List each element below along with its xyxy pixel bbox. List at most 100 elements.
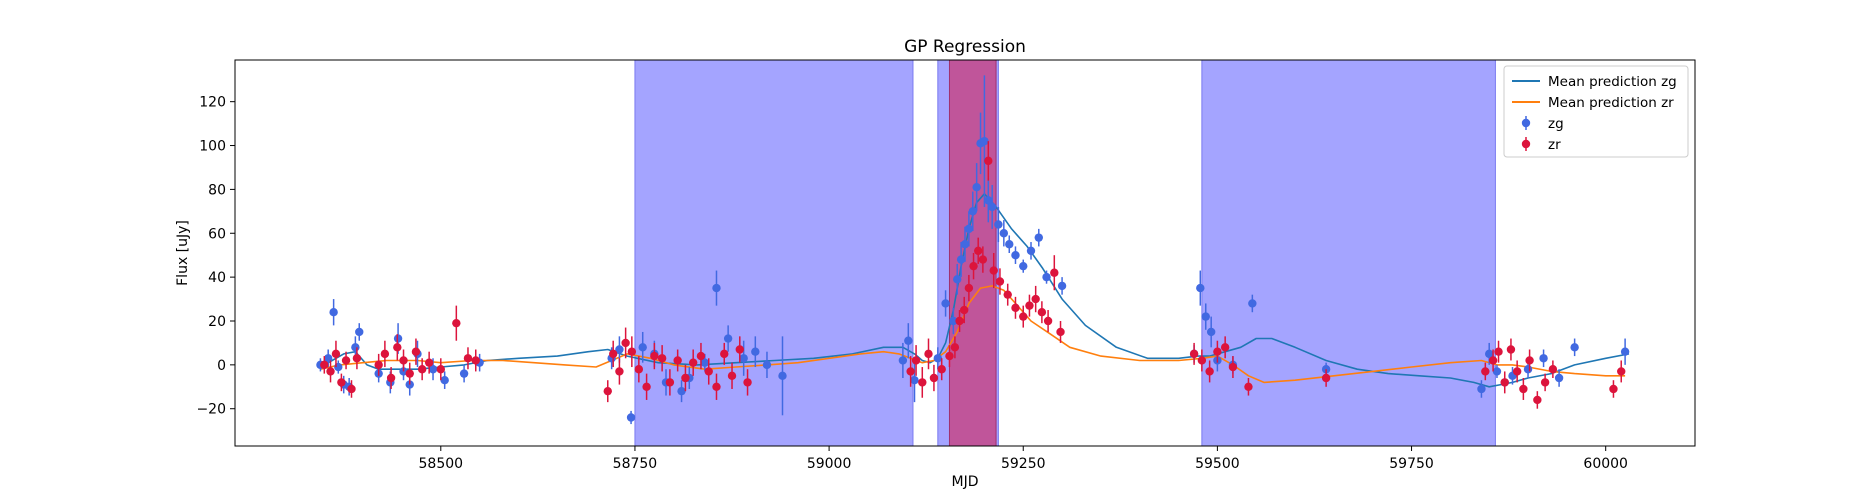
zr-point <box>1011 303 1020 313</box>
zr-point <box>386 373 396 383</box>
zg-point <box>1201 312 1210 321</box>
legend-box <box>1503 65 1689 158</box>
zg-point <box>1477 384 1486 394</box>
zg-point <box>1523 365 1533 374</box>
zg-point <box>459 369 469 378</box>
legend-label: Mean prediction zg <box>1548 74 1677 90</box>
zr-point <box>405 369 414 378</box>
zr-point <box>621 338 630 348</box>
zr-point <box>906 367 915 376</box>
x-axis-ticks: 58500 58750 59000 59250 59500 59750 60000 <box>419 446 1628 472</box>
zg-point <box>626 413 636 422</box>
zg-point <box>898 356 908 365</box>
y-tick-label: 60 <box>208 226 226 242</box>
zg-point <box>700 358 710 367</box>
zg-point <box>1026 246 1036 256</box>
zg-point <box>960 240 970 249</box>
zr-point <box>337 378 346 387</box>
zg-point <box>987 202 997 212</box>
zr-point <box>463 354 473 363</box>
zr-point <box>989 266 998 275</box>
zr-point <box>1519 384 1528 394</box>
zr-point <box>1533 395 1542 405</box>
zr-point <box>424 358 434 367</box>
zg-point <box>956 255 966 264</box>
zg-point <box>1019 261 1028 271</box>
zr-point <box>964 283 974 293</box>
x-tick-label: 60000 <box>1583 456 1628 472</box>
zr-point <box>1244 382 1253 391</box>
x-axis-label: MJD <box>952 474 979 490</box>
x-tick-label: 58750 <box>613 456 658 472</box>
zr-point <box>955 316 964 326</box>
zr-point <box>380 349 390 359</box>
zr-point <box>471 356 480 365</box>
zr-point <box>1609 384 1618 394</box>
zr-point <box>735 345 744 354</box>
zr-point <box>1050 268 1059 277</box>
zg-point <box>1539 354 1548 363</box>
zg-point <box>933 354 943 363</box>
zg-point <box>762 360 772 370</box>
zg-point <box>1206 327 1216 337</box>
zr-point <box>918 378 927 387</box>
zr-point <box>673 356 682 365</box>
zr-point <box>950 343 960 352</box>
zr-point <box>1197 356 1207 365</box>
zg-point <box>964 224 974 234</box>
zg-point <box>968 207 977 216</box>
zr-point <box>911 356 921 365</box>
zr-point <box>984 156 993 166</box>
shaded-region-0 <box>634 60 914 446</box>
zg-point <box>440 376 449 385</box>
zr-point <box>452 318 461 328</box>
zr-point <box>1056 327 1065 337</box>
zr-point <box>1617 367 1626 376</box>
legend-swatch-marker <box>1521 118 1531 128</box>
zr-point <box>1321 373 1331 383</box>
zr-point <box>1506 345 1516 354</box>
zg-point <box>910 376 919 385</box>
zr-point <box>331 349 341 359</box>
points-zr <box>320 141 1626 409</box>
zr-point <box>1205 367 1214 376</box>
zg-point <box>1034 233 1043 242</box>
y-axis-label: Flux [uJy] <box>175 220 191 286</box>
points-zg <box>316 75 1630 425</box>
zg-point <box>615 345 624 354</box>
zr-point <box>974 246 983 256</box>
y-tick-label: 20 <box>208 314 226 330</box>
zr-point <box>347 384 356 394</box>
zr-point <box>1228 362 1238 372</box>
y-tick-label: 100 <box>199 139 226 155</box>
zr-point <box>1031 294 1040 304</box>
y-axis-ticks: −20 0 20 40 60 80 100 120 <box>196 95 235 418</box>
zr-point <box>681 373 690 383</box>
zr-point <box>615 367 624 376</box>
y-tick-label: 40 <box>208 270 226 286</box>
legend-item-zg: zg <box>1521 116 1564 132</box>
zg-point <box>949 316 958 326</box>
zg-point <box>739 354 748 363</box>
zr-point <box>665 378 675 387</box>
zr-point <box>1488 356 1498 365</box>
zr-point <box>393 343 402 352</box>
zr-point <box>743 378 752 387</box>
zr-point <box>696 351 706 361</box>
zg-point <box>638 343 647 352</box>
zg-point <box>904 336 913 345</box>
zr-point <box>924 349 933 359</box>
zg-point <box>351 343 360 352</box>
shaded-region-3 <box>1201 60 1496 446</box>
zr-point <box>1003 290 1012 299</box>
legend-swatch-marker <box>1521 139 1531 149</box>
line-mean-prediction-zr <box>320 285 1626 384</box>
zg-point <box>712 283 721 293</box>
zr-point <box>1220 343 1230 352</box>
zg-point <box>994 220 1003 229</box>
zr-point <box>603 386 612 396</box>
zg-point <box>972 183 981 192</box>
zr-point <box>650 351 659 361</box>
x-tick-label: 59250 <box>1001 456 1046 472</box>
zr-point <box>320 360 329 370</box>
